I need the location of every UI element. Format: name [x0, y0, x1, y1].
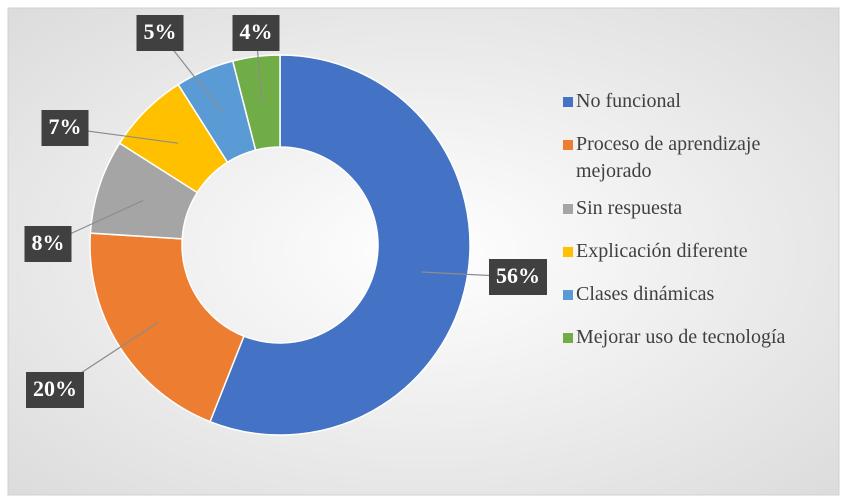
donut-slice	[209, 54, 471, 436]
legend-item: Proceso de aprendizaje mejorado	[563, 131, 838, 185]
data-label-box	[232, 15, 280, 51]
legend-swatch	[563, 140, 573, 150]
legend-swatch	[563, 247, 573, 257]
data-label-box	[136, 15, 184, 51]
data-label: 56%	[496, 263, 540, 288]
legend-label: Explicación diferente	[576, 240, 748, 262]
legend-item: Mejorar uso de tecnología	[563, 324, 838, 351]
legend-swatch	[563, 290, 573, 300]
data-label: 20%	[33, 376, 77, 401]
legend: No funcional Proceso de aprendizaje mejor…	[563, 88, 838, 367]
data-label: 8%	[32, 230, 65, 255]
data-label: 4%	[240, 19, 273, 44]
legend-label: Proceso de aprendizaje mejorado	[576, 133, 761, 182]
data-label: 5%	[144, 19, 177, 44]
legend-item: Clases dinámicas	[563, 281, 838, 308]
legend-item: Explicación diferente	[563, 238, 838, 265]
data-label-box	[26, 372, 84, 408]
donut-slice	[231, 54, 281, 151]
legend-label: Sin respuesta	[576, 197, 683, 219]
data-label: 7%	[49, 114, 82, 139]
legend-item: Sin respuesta	[563, 195, 838, 222]
data-label-box	[24, 226, 72, 262]
legend-swatch	[563, 97, 573, 107]
legend-label: Clases dinámicas	[576, 283, 715, 305]
legend-label: Mejorar uso de tecnología	[576, 326, 786, 348]
legend-label: No funcional	[576, 90, 681, 112]
donut-slice	[89, 232, 245, 423]
legend-item: No funcional	[563, 88, 838, 115]
legend-swatch	[563, 204, 573, 214]
legend-swatch	[563, 333, 573, 343]
data-label-box	[489, 259, 547, 295]
data-label-box	[41, 110, 89, 146]
